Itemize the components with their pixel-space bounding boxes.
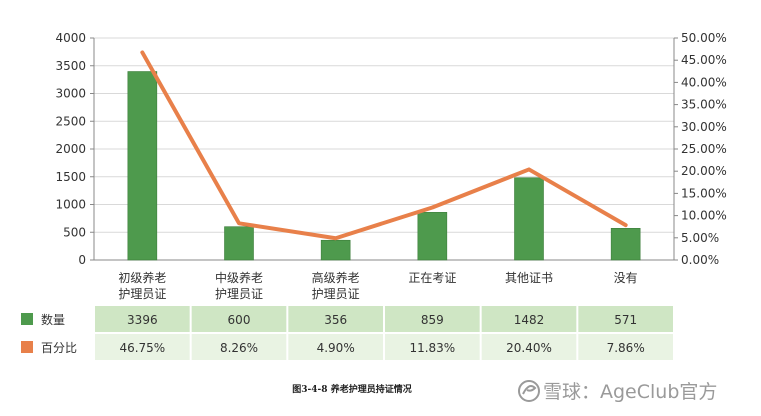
right-axis-tick-label: 15.00%	[681, 186, 727, 200]
left-axis-tick-label: 4000	[55, 31, 86, 45]
left-axis-tick-label: 2500	[55, 114, 86, 128]
category-label: 没有	[614, 270, 638, 285]
table-cell-value: 571	[614, 313, 637, 327]
gridlines	[94, 37, 674, 261]
category-label: 高级养老护理员证	[312, 270, 360, 301]
category-label: 初级养老护理员证	[118, 270, 166, 301]
right-axis-tick-label: 30.00%	[681, 120, 727, 134]
left-axis-tick-label: 3000	[55, 87, 86, 101]
right-axis-tick-label: 20.00%	[681, 164, 727, 178]
legend-marker-count	[21, 313, 33, 325]
category-label: 正在考证	[408, 271, 456, 285]
table-cell-value: 4.90%	[317, 341, 355, 355]
table-cell	[288, 334, 383, 360]
table-cell-value: 8.26%	[220, 341, 258, 355]
table-cell	[95, 334, 190, 360]
watermark-text: 雪球：AgeClub官方	[543, 381, 717, 403]
category-label: 其他证书	[505, 271, 553, 285]
line-point	[334, 236, 338, 240]
snowball-logo-icon	[518, 380, 540, 402]
line-point	[624, 223, 628, 227]
table-cell-value: 20.40%	[506, 341, 552, 355]
legend-marker-percent	[21, 341, 33, 353]
right-axis-tick-label: 25.00%	[681, 142, 727, 156]
left-axis-tick-label: 500	[63, 225, 86, 239]
left-axis-tick-label: 0	[78, 253, 86, 267]
table-cell-value: 1482	[514, 313, 545, 327]
data-table: 数量 3396 600 356 859 1482 571 百分比 46.75% 8.26% 4.90…	[21, 306, 673, 360]
right-axis-tick-label: 50.00%	[681, 31, 727, 45]
bar	[610, 228, 641, 261]
line-point	[140, 50, 144, 54]
legend-label: 百分比	[41, 341, 77, 355]
right-y-axis: 0.00% 5.00% 10.00% 15.00% 20.00% 25.00% 30.00%…	[673, 31, 727, 267]
table-cell	[191, 334, 287, 360]
legend-label: 数量	[41, 312, 65, 327]
line-point	[237, 221, 241, 225]
watermark: 雪球：AgeClub官方	[518, 380, 717, 403]
right-axis-tick-label: 5.00%	[681, 231, 719, 245]
table-cell-value: 600	[228, 313, 251, 327]
bar	[320, 239, 351, 261]
table-cell	[385, 334, 480, 360]
chart-caption: 图3-4-8 养老护理员持证情况	[292, 383, 411, 395]
right-axis-tick-label: 10.00%	[681, 209, 727, 223]
table-cell-value: 46.75%	[119, 341, 165, 355]
right-axis-tick-label: 45.00%	[681, 53, 727, 67]
table-cell-value: 859	[421, 313, 444, 327]
left-axis-tick-label: 1000	[55, 198, 86, 212]
table-cell	[191, 306, 287, 332]
table-cell	[578, 334, 673, 360]
table-cell	[288, 306, 383, 332]
left-y-axis: 0 500 1000 1500 2000 2500 3000 3500 4000	[55, 31, 674, 267]
percent-line	[140, 50, 628, 241]
bar-series	[127, 71, 641, 261]
table-cell-value: 7.86%	[607, 341, 645, 355]
line-point	[527, 167, 531, 171]
right-axis-tick-label: 0.00%	[681, 253, 719, 267]
line-series	[140, 50, 628, 241]
table-cell	[481, 306, 577, 332]
bar	[514, 177, 544, 261]
category-label: 中级养老护理员证	[215, 270, 263, 301]
table-cell	[481, 334, 577, 360]
table-cell-value: 11.83%	[409, 341, 455, 355]
bar	[417, 212, 448, 261]
left-axis-tick-label: 1500	[55, 170, 86, 184]
table-cell	[95, 306, 190, 332]
table-cell	[385, 306, 480, 332]
line-point	[430, 205, 434, 209]
right-axis-tick-label: 40.00%	[681, 75, 727, 89]
table-cell-value: 3396	[127, 313, 158, 327]
left-axis-tick-label: 3500	[55, 59, 86, 73]
table-cell-value: 356	[324, 313, 347, 327]
category-labels: 初级养老护理员证 中级养老护理员证 高级养老护理员证 正在考证 其他证书 没有	[118, 270, 637, 301]
bar	[224, 226, 254, 261]
left-axis-tick-label: 2000	[55, 142, 86, 156]
right-axis-tick-label: 35.00%	[681, 98, 727, 112]
bar	[127, 71, 158, 261]
table-cell	[578, 306, 673, 332]
